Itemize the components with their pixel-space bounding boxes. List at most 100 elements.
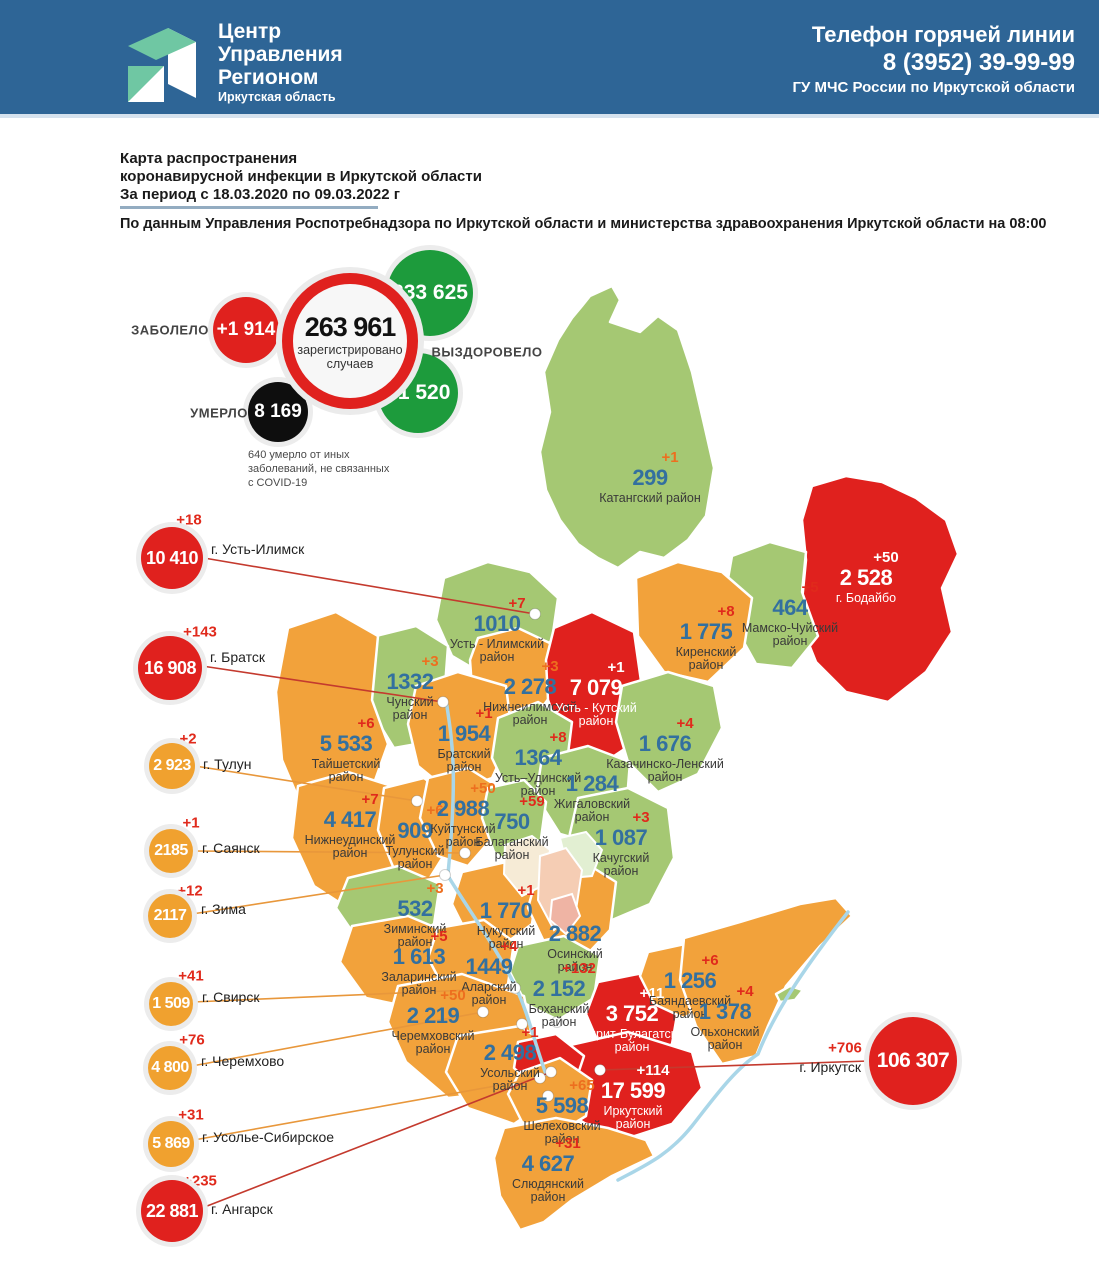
region-delta: +132 (562, 960, 596, 977)
title-line3: За период с 18.03.2020 по 09.03.2022 г (120, 186, 400, 203)
line-cheremkhovo (191, 1011, 484, 1067)
map-shape-olkhonsky (678, 896, 854, 1066)
region-delta: +1 (607, 659, 625, 676)
region-value: 2 882 (548, 921, 602, 946)
registered-caption: зарегистрировано случаев (297, 342, 403, 371)
region-value: 4 627 (521, 1151, 575, 1176)
map-faded-districts (502, 830, 604, 936)
region-name: Качугский район (592, 851, 650, 878)
hotline-phone: 8 (3952) 39-99-99 (882, 49, 1075, 76)
region-name: Усть–Удинский район (494, 771, 582, 798)
region-delta: +114 (636, 1062, 670, 1079)
region-kachugsky: +3 1 087 Качугский район (593, 810, 650, 878)
city-dot (534, 1072, 546, 1084)
region-value: 532 (397, 896, 433, 921)
logo-title: Центр Управления Регионом (218, 20, 343, 89)
city-label-usolye: г. Усолье-Сибирское (202, 1129, 335, 1145)
map-shape-kuitunsky (418, 766, 502, 868)
hotline-title: Телефон горячей линии (811, 22, 1075, 47)
region-name: Зиминский район (383, 922, 447, 949)
city-circle-sayansk: 2185 (149, 829, 193, 873)
map-shape-kazachinsko-lensky (614, 670, 724, 794)
region-name: Ольхонский район (690, 1025, 760, 1052)
map-shape-bratsky (406, 670, 514, 794)
region-value: 1010 (473, 611, 521, 636)
region-value: 7 079 (569, 675, 623, 700)
city-dot (509, 982, 521, 994)
registered-total-circle: 263 961 зарегистрировано случаев (282, 273, 418, 409)
region-value: 3 752 (605, 1001, 659, 1026)
data-source-line: По данным Управления Роспотребнадзора по… (120, 216, 1047, 232)
region-name: Братский район (437, 747, 491, 774)
region-delta: +6 (426, 802, 444, 819)
region-bodaibinsky: +50 2 528 г. Бодайбо (836, 550, 899, 605)
region-delta: +4 (676, 715, 694, 732)
city-value: 5 869 (152, 1135, 190, 1152)
region-delta: +8 (717, 603, 735, 620)
map-shape-kirensky (634, 560, 754, 684)
region-name: Эхирит-Булагатский район (573, 1027, 691, 1054)
region-delta: +7 (361, 791, 379, 808)
region-name: Мамско-Чуйский район (741, 621, 839, 648)
city-delta-svirsk: +41 (178, 967, 204, 985)
died-note: 640 умерло от иных заболеваний, не связа… (248, 449, 390, 489)
region-delta: +1 (517, 882, 535, 899)
region-alarsky: +4 1449 Аларский район (461, 939, 517, 1007)
region-delta: +11 (639, 985, 665, 1002)
registered-total-value: 263 961 (304, 311, 397, 342)
sick-label: ЗАБОЛЕЛО (131, 322, 209, 338)
logo-subtitle: Иркутская область (218, 90, 336, 104)
city-dot (459, 847, 471, 859)
region-name: Шелеховский район (523, 1119, 601, 1146)
region-name: Балаганский район (475, 835, 549, 862)
city-label-svirsk: г. Свирск (202, 989, 260, 1005)
city-delta-cheremkhovo: +76 (179, 1031, 205, 1049)
region-delta: +1 (475, 705, 493, 722)
region-balagansky: +59 750 Балаганский район (475, 794, 548, 862)
region-ust-kutsky: +1 7 079 Усть - Кутский район (555, 660, 637, 728)
city-dot (439, 869, 451, 881)
region-value: 750 (494, 809, 530, 834)
city-label-ust-ilimsk: г. Усть-Илимск (211, 541, 305, 557)
city-dot (551, 1016, 563, 1028)
region-name: Нижнеудинский район (304, 833, 396, 860)
region-delta: +5 (801, 579, 819, 596)
city-value: 2185 (154, 842, 188, 859)
line-usolye (193, 1077, 541, 1141)
region-value: 299 (632, 465, 668, 490)
region-delta: +65 (569, 1077, 595, 1094)
region-value: 464 (772, 595, 808, 620)
map-shape-slyudyansky (492, 1116, 656, 1232)
region-delta: +50 (873, 549, 899, 566)
region-value: 1 256 (663, 968, 717, 993)
baikal-shore-line (616, 910, 850, 1182)
region-bratsky: +1 1 954 Братский район (437, 706, 492, 774)
region-name: Куйтунский район (430, 822, 496, 849)
region-name: Чунский район (386, 695, 434, 722)
region-ust-udinsky: +8 1364 Усть–Удинский район (495, 730, 581, 798)
region-name: Иркутский район (603, 1104, 663, 1131)
region-delta: +5 (430, 928, 448, 945)
region-name: Слюдянский район (511, 1177, 585, 1204)
region-ziminsky: +3 532 Зиминский район (384, 881, 447, 949)
region-value: 909 (397, 818, 433, 843)
region-delta: +3 (632, 809, 650, 826)
city-dot (437, 696, 449, 708)
recovered-total-value: 233 625 (392, 281, 468, 304)
region-delta: +31 (555, 1135, 581, 1152)
city-value: 106 307 (876, 1049, 950, 1072)
city-circle-zima: 2117 (148, 894, 192, 938)
region-nizhneilimsky: +3 2 278 Нижнеилимский район (483, 659, 577, 727)
region-name: Усть - Кутский район (555, 701, 637, 728)
city-circle-svirsk: 1 509 (149, 982, 193, 1026)
city-dot (594, 1064, 606, 1076)
line-irkutsk (599, 1060, 870, 1071)
region-delta: +50 (470, 780, 496, 797)
region-delta: +8 (549, 729, 567, 746)
city-delta-angarsk: +235 (183, 1172, 217, 1190)
region-zhigalovsky: 1 284 Жигаловский район (554, 756, 630, 824)
region-value: 2 498 (483, 1040, 537, 1065)
region-bokhansky: +132 2 152 Боханский район (529, 961, 596, 1029)
region-value: 17 599 (600, 1078, 666, 1103)
line-angarsk (201, 1071, 552, 1209)
